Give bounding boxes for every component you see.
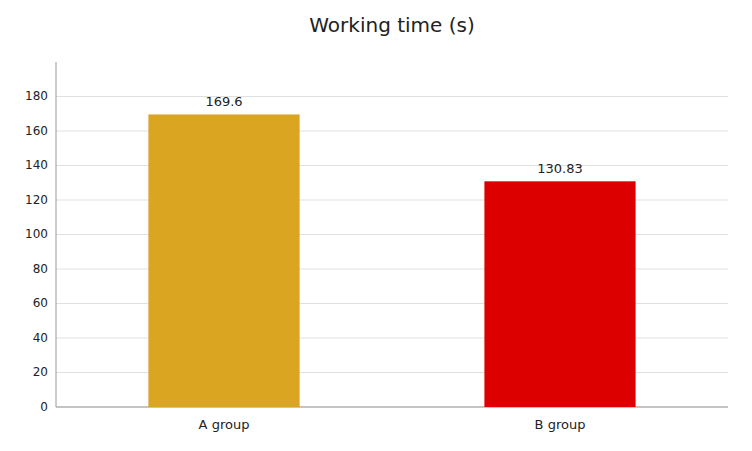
- y-tick-label: 60: [33, 296, 48, 310]
- bar: [484, 181, 635, 407]
- grid-line: [56, 96, 728, 97]
- y-tick-label: 120: [25, 193, 48, 207]
- y-tick-label: 140: [25, 158, 48, 172]
- chart-svg: Working time (s) 0 20 40 60 80 100 120 140 160 180…: [0, 0, 752, 451]
- bars: [148, 114, 635, 407]
- y-axis-line: [56, 62, 57, 407]
- chart-container: Working time (s) 0 20 40 60 80 100 120 140 160 180…: [0, 0, 752, 451]
- y-tick-label: 100: [25, 227, 48, 241]
- chart-title: Working time (s): [309, 13, 475, 37]
- grid: [56, 97, 728, 408]
- y-tick-label: 20: [33, 365, 48, 379]
- data-labels: 169.6 130.83: [205, 94, 582, 176]
- y-tick-label: 40: [33, 331, 48, 345]
- x-tick-label: B group: [535, 417, 586, 432]
- data-label: 130.83: [537, 161, 583, 176]
- data-label: 169.6: [205, 94, 242, 109]
- y-tick-label: 0: [40, 400, 48, 414]
- y-tick-label: 160: [25, 124, 48, 138]
- y-tick-label: 180: [25, 89, 48, 103]
- x-tick-label: A group: [199, 417, 250, 432]
- y-tick-label: 80: [33, 262, 48, 276]
- bar: [148, 114, 299, 407]
